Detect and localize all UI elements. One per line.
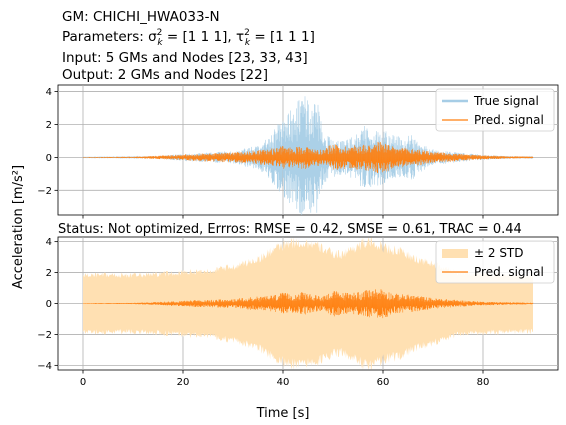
y-tick-label: 2 xyxy=(46,120,52,131)
y-axis-label: Acceleration [m/s²] xyxy=(11,165,26,289)
legend-label: Pred. signal xyxy=(474,113,544,127)
plot-area xyxy=(82,96,534,216)
legend: ± 2 STD Pred. signal xyxy=(435,240,555,284)
x-tick-label: 20 xyxy=(177,377,190,388)
legend: True signal Pred. signal xyxy=(435,88,555,132)
pred-signal-line xyxy=(82,289,534,319)
y-tick-label: 0 xyxy=(46,153,52,164)
true-vs-pred-panel: −2 0 2 4 True signal Pred. signal xyxy=(37,84,559,219)
y-tick-label: −4 xyxy=(37,361,52,372)
pred-signal-line xyxy=(82,141,534,174)
legend-swatch xyxy=(442,249,468,258)
y-tick-label: 4 xyxy=(46,87,52,98)
x-axis-label: Time [s] xyxy=(256,406,310,421)
input-description: Input: 5 GMs and Nodes [23, 33, 43] xyxy=(62,50,308,66)
y-tick-label: 2 xyxy=(46,268,52,279)
y-axis-ticks: −2 0 2 4 xyxy=(37,87,58,197)
x-tick-label: 40 xyxy=(277,377,290,388)
legend-label: Pred. signal xyxy=(474,265,544,279)
y-axis-ticks: −4 −2 0 2 4 xyxy=(37,237,58,372)
ground-motion-title: GM: CHICHI_HWA033-N xyxy=(62,9,220,25)
plot-area xyxy=(82,237,534,370)
status-text: Status: Not optimized, Errros: RMSE = 0.… xyxy=(58,222,522,237)
legend-label: ± 2 STD xyxy=(474,246,524,260)
x-tick-label: 80 xyxy=(477,377,490,388)
legend-label: True signal xyxy=(473,94,539,108)
y-tick-label: −2 xyxy=(37,330,52,341)
output-description: Output: 2 GMs and Nodes [22] xyxy=(62,67,268,83)
x-tick-label: 0 xyxy=(80,377,86,388)
y-tick-label: 4 xyxy=(46,237,52,248)
y-tick-label: 0 xyxy=(46,299,52,310)
y-tick-label: −2 xyxy=(37,186,52,197)
pred-with-std-panel: 0 20 40 60 80 −4 −2 0 2 4 ± 2 STD Pred. signal xyxy=(37,236,559,388)
parameters-line: Parameters: σ2 k = [1 1 1], τ2 k = [1 1 1] xyxy=(62,28,315,48)
x-axis-ticks: 0 20 40 60 80 xyxy=(80,370,490,388)
x-tick-label: 60 xyxy=(377,377,390,388)
x-axis-ticks xyxy=(82,215,484,219)
